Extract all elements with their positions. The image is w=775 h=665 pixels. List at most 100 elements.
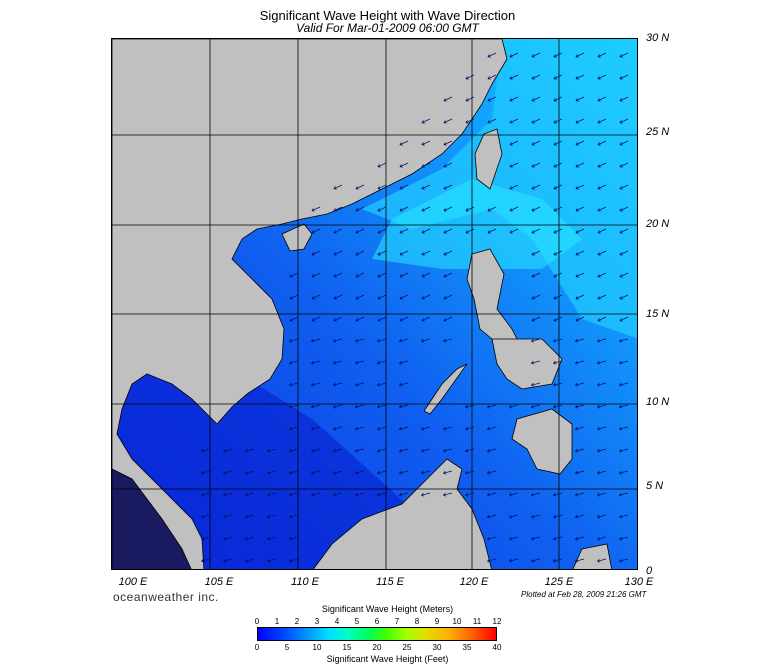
direction-arrow: [487, 52, 497, 58]
direction-arrow: [619, 228, 629, 234]
direction-arrow: [421, 294, 431, 300]
direction-arrow: [421, 206, 431, 212]
direction-arrow: [597, 228, 607, 234]
lon-label-105e: 105 E: [204, 576, 234, 588]
direction-arrow: [289, 448, 299, 453]
direction-arrow: [553, 74, 563, 80]
direction-arrow: [201, 470, 211, 475]
visayas-islands: [491, 338, 563, 390]
direction-arrow: [421, 272, 431, 278]
direction-arrow: [597, 426, 607, 431]
direction-arrow: [597, 272, 607, 278]
feet-tick: 5: [284, 643, 290, 652]
direction-arrow: [487, 470, 497, 475]
direction-arrow: [443, 228, 453, 234]
direction-arrow: [289, 382, 299, 387]
direction-arrow: [575, 338, 585, 343]
direction-arrow: [619, 74, 629, 80]
direction-arrow: [487, 206, 497, 212]
lon-label-110e: 110 E: [291, 576, 319, 588]
direction-arrow: [245, 536, 255, 541]
direction-arrow: [597, 294, 607, 300]
direction-arrow: [443, 272, 453, 278]
feet-tick: 35: [462, 643, 472, 652]
direction-arrow: [575, 162, 585, 168]
direction-arrow: [597, 448, 607, 453]
direction-arrow: [289, 272, 299, 278]
hainan-island: [281, 223, 313, 252]
direction-arrow: [311, 316, 321, 322]
lat-label-30n: 30 N: [646, 32, 670, 44]
direction-arrow: [531, 228, 541, 234]
direction-arrow: [597, 250, 607, 256]
direction-arrow: [377, 272, 387, 278]
direction-arrow: [531, 162, 541, 168]
direction-arrow: [597, 536, 607, 541]
direction-arrow: [311, 294, 321, 300]
direction-arrow: [531, 404, 541, 409]
direction-arrow: [443, 426, 453, 431]
direction-arrow: [531, 360, 541, 365]
direction-arrow: [509, 536, 519, 541]
direction-arrow: [377, 162, 387, 168]
direction-arrow: [377, 184, 387, 190]
meter-tick: 6: [374, 617, 380, 626]
direction-arrow: [333, 338, 343, 343]
direction-arrow: [421, 184, 431, 190]
meter-tick: 3: [314, 617, 320, 626]
direction-arrow: [509, 514, 519, 519]
map-subtitle: Valid For Mar-01-2009 06:00 GMT: [296, 21, 479, 35]
direction-arrow: [377, 360, 387, 365]
direction-arrow: [531, 52, 541, 58]
lat-label-15n: 15 N: [646, 308, 670, 320]
direction-arrow: [443, 338, 453, 343]
direction-arrow: [487, 536, 497, 541]
direction-arrow: [377, 492, 387, 497]
direction-arrow: [531, 272, 541, 278]
mainland-asia: [112, 39, 508, 569]
direction-arrow: [421, 492, 431, 497]
direction-arrow: [597, 470, 607, 475]
direction-arrow: [377, 404, 387, 409]
grid-lines: [112, 39, 637, 569]
direction-arrow: [597, 558, 607, 563]
direction-arrow: [355, 294, 365, 300]
highest-wave-zone: [372, 179, 582, 269]
direction-arrow: [223, 536, 233, 541]
direction-arrow: [355, 492, 365, 497]
meter-tick: 12: [492, 617, 502, 626]
direction-arrow: [487, 74, 497, 80]
direction-arrow: [619, 536, 629, 541]
direction-arrow: [465, 448, 475, 453]
direction-arrow: [245, 448, 255, 453]
plotted-timestamp: Plotted at Feb 28, 2009 21:26 GMT: [521, 590, 647, 599]
direction-arrow: [443, 470, 453, 475]
direction-arrow: [421, 162, 431, 168]
direction-arrow: [399, 316, 409, 322]
direction-arrow: [443, 448, 453, 453]
direction-arrow: [465, 404, 475, 409]
direction-arrow: [245, 558, 255, 563]
direction-arrow: [377, 294, 387, 300]
direction-arrow: [465, 118, 475, 124]
direction-arrow: [487, 228, 497, 234]
direction-arrow: [399, 206, 409, 212]
meter-tick: 8: [414, 617, 420, 626]
lon-label-100e: 100 E: [118, 576, 148, 588]
direction-arrow: [289, 470, 299, 475]
direction-arrow: [377, 250, 387, 256]
direction-arrow: [619, 184, 629, 190]
direction-arrow: [575, 470, 585, 475]
direction-arrow: [311, 470, 321, 475]
lon-label-125e: 125 E: [544, 576, 574, 588]
direction-arrow: [465, 470, 475, 475]
direction-arrow: [553, 492, 563, 497]
feet-tick: 40: [492, 643, 502, 652]
direction-arrow: [553, 206, 563, 212]
direction-arrow: [575, 360, 585, 365]
direction-arrow: [289, 514, 299, 519]
brand-logo-text: oceanweather inc.: [113, 590, 219, 604]
direction-arrow: [531, 514, 541, 519]
direction-arrow: [553, 404, 563, 409]
direction-arrow: [619, 426, 629, 431]
